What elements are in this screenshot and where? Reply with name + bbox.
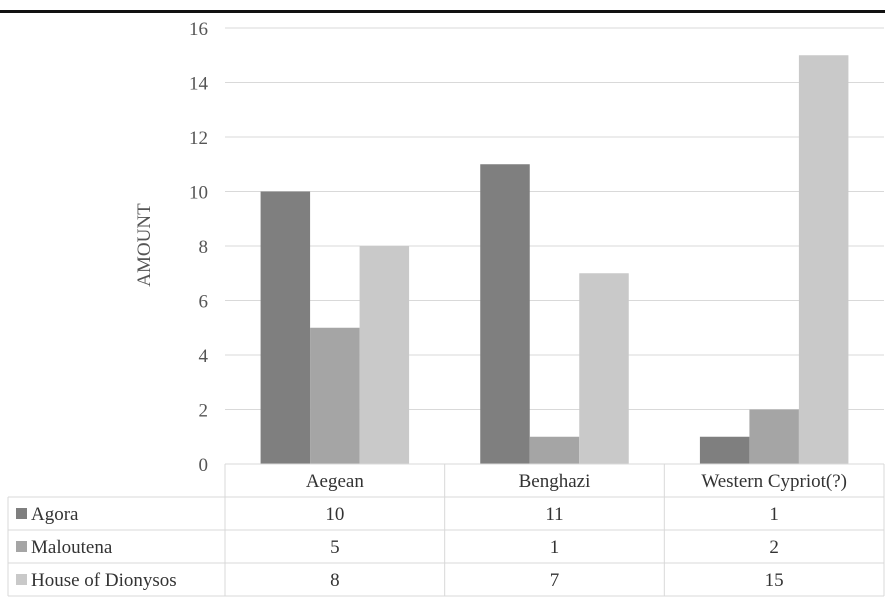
data-table: Aegean Benghazi Western Cypriot(?) Agora 10 1… [7,463,885,597]
bars [260,55,849,464]
bar-maloutena [310,327,360,464]
bar-agora [699,436,750,464]
bar-agora [480,164,530,464]
y-tick-label: 4 [199,346,209,367]
legend-key [16,508,27,519]
category-label: Western Cypriot(?) [701,471,847,492]
y-tick-label: 8 [199,237,209,258]
data-label: 1 [550,537,560,558]
data-label: 10 [325,504,344,525]
top-rule [0,10,885,13]
bar-maloutena [749,409,799,464]
data-label: 15 [765,570,784,591]
data-label: 8 [330,570,340,591]
legend-key [16,541,27,552]
series-label: Maloutena [31,537,113,558]
y-tick-label: 12 [189,128,208,149]
data-label: 1 [769,504,779,525]
legend-key [16,574,27,585]
category-label: Aegean [306,471,365,492]
data-label: 2 [769,537,779,558]
bar-maloutena [529,436,580,464]
y-tick-label: 0 [199,455,209,476]
y-axis-label: AMOUNT [134,203,155,287]
data-label: 11 [545,504,563,525]
series-label: Agora [31,504,79,525]
y-ticks: 0 2 4 6 8 10 12 14 16 [189,19,209,476]
y-tick-label: 6 [199,292,209,313]
bar-house-of-dionysos [798,55,849,464]
data-label: 7 [550,570,560,591]
data-label: 5 [330,537,340,558]
y-tick-label: 14 [189,74,209,95]
bar-house-of-dionysos [579,273,629,464]
series-label: House of Dionysos [31,570,177,591]
bar-agora [260,191,311,464]
category-label: Benghazi [519,471,591,492]
bar-house-of-dionysos [359,246,410,464]
y-tick-label: 2 [199,401,209,422]
y-tick-label: 16 [189,19,208,40]
y-tick-label: 10 [189,183,208,204]
